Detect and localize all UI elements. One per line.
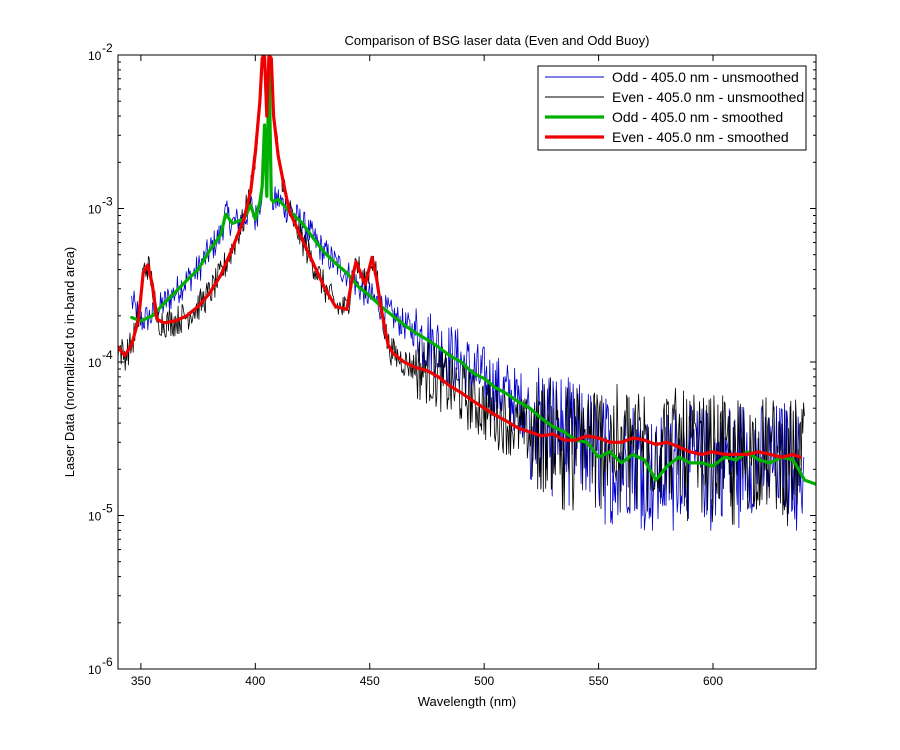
x-tick-label: 350 (131, 674, 151, 688)
y-tick-exponent: -2 (102, 41, 113, 55)
y-axis-title: Laser Data (normalized to in-band area) (62, 247, 77, 478)
chart-title: Comparison of BSG laser data (Even and O… (345, 33, 650, 48)
series-layer (118, 55, 816, 531)
y-tick-exponent: -3 (102, 195, 113, 209)
series-line-even-405-0-nm-smoothed (118, 55, 802, 459)
y-tick-exponent: -5 (102, 502, 113, 516)
axes-frame (117, 54, 817, 670)
x-tick-label: 550 (589, 674, 609, 688)
x-tick-label: 400 (245, 674, 265, 688)
y-tick-label: 10 (88, 356, 102, 370)
y-tick-label: 10 (88, 49, 102, 63)
legend-label: Odd - 405.0 nm - unsmoothed (612, 69, 799, 85)
x-axis-title: Wavelength (nm) (418, 694, 517, 709)
legend: Odd - 405.0 nm - unsmoothed Even - 405.0 … (537, 65, 807, 151)
y-tick-exponent: -6 (102, 655, 113, 669)
x-tick-label: 500 (474, 674, 494, 688)
legend-label: Odd - 405.0 nm - smoothed (612, 109, 783, 125)
y-tick-exponent: -4 (102, 348, 113, 362)
plot-area (118, 55, 816, 669)
y-tick-label: 10 (88, 510, 102, 524)
x-tick-label: 450 (360, 674, 380, 688)
x-tick-label: 600 (703, 674, 723, 688)
y-tick-label: 10 (88, 203, 102, 217)
legend-label: Even - 405.0 nm - smoothed (612, 129, 789, 145)
y-tick-label: 10 (88, 663, 102, 677)
legend-label: Even - 405.0 nm - unsmoothed (612, 89, 804, 105)
